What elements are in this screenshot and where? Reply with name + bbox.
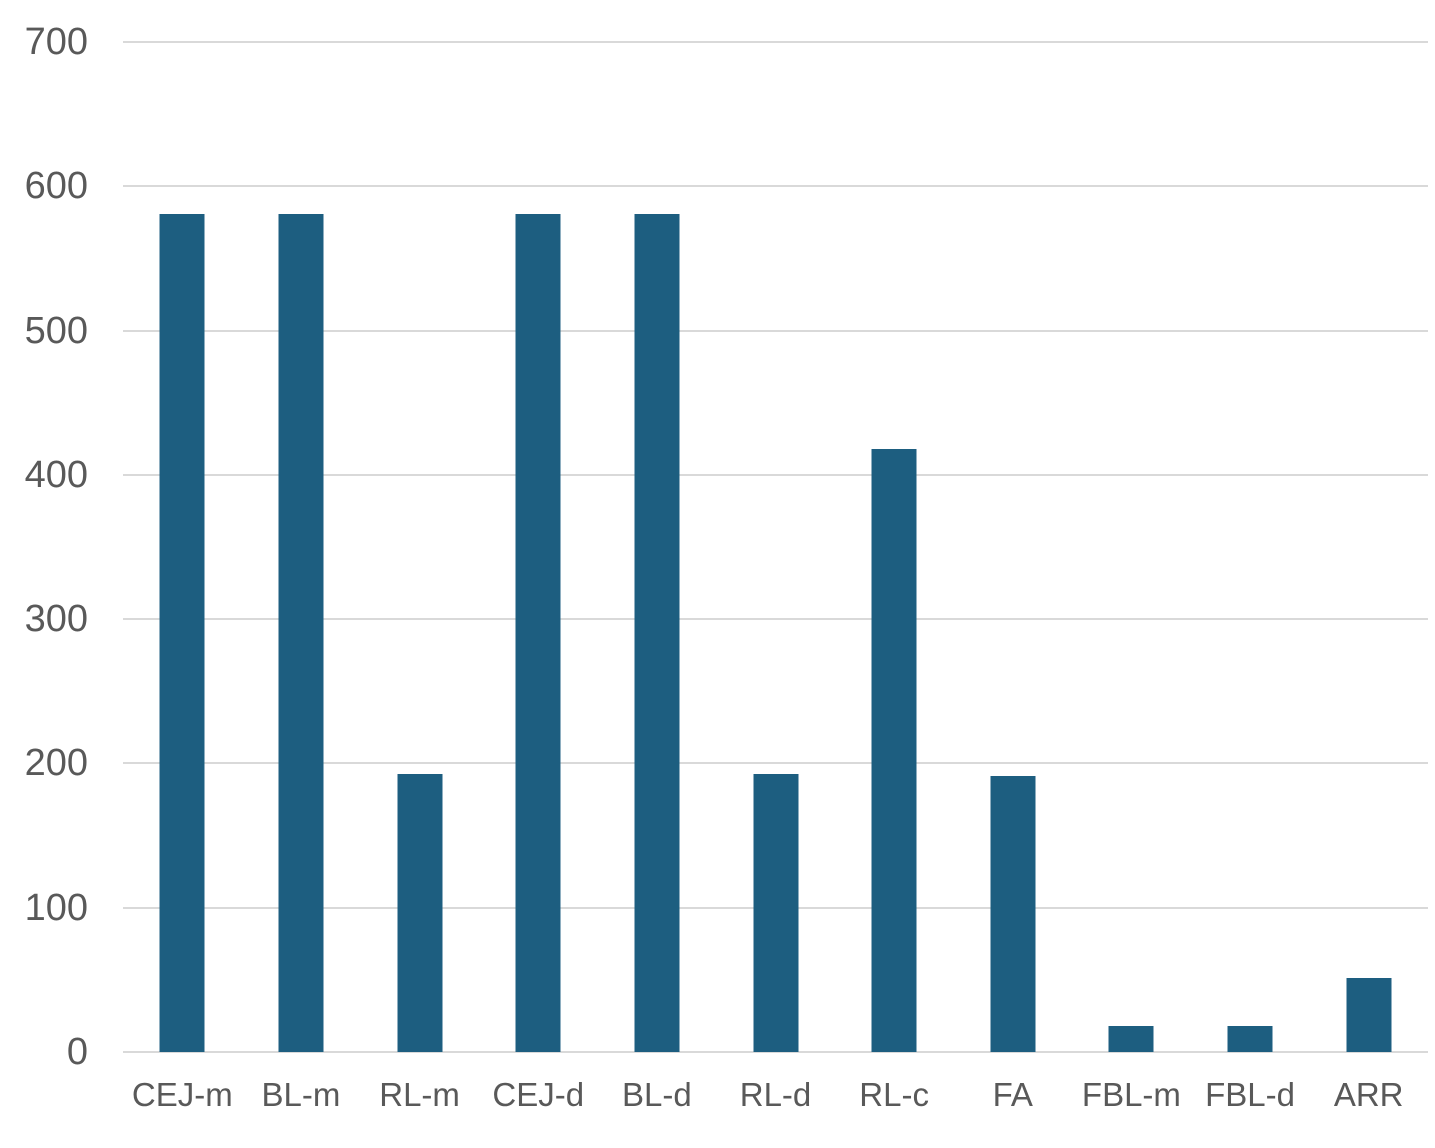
y-tick-label-600: 600 — [24, 165, 88, 208]
bar-RL-c — [871, 448, 917, 1052]
bar-FBL-d — [1227, 1026, 1273, 1052]
y-tick-label-300: 300 — [24, 598, 88, 641]
bar-RL-m — [397, 773, 443, 1052]
bar-RL-d — [753, 773, 798, 1052]
x-tick-label-FBL-m: FBL-m — [1081, 1076, 1181, 1113]
bar-BL-d — [634, 213, 680, 1052]
x-tick-label-ARR: ARR — [1333, 1076, 1404, 1113]
x-tick-label-RL-d: RL-d — [739, 1076, 812, 1113]
x-tick-label-FBL-d: FBL-d — [1205, 1076, 1295, 1113]
x-tick-label-FA: FA — [992, 1076, 1033, 1113]
x-tick-label-BL-d: BL-d — [622, 1076, 692, 1113]
bar-CEJ-m — [159, 213, 205, 1052]
gridline-700 — [123, 41, 1428, 43]
y-tick-label-700: 700 — [24, 21, 88, 63]
gridline-400 — [123, 473, 1428, 476]
x-tick-label-CEJ-d: CEJ-d — [492, 1076, 585, 1113]
plot-area — [123, 41, 1428, 1053]
y-tick-label-100: 100 — [24, 886, 88, 929]
bar-FBL-m — [1108, 1026, 1154, 1052]
x-tick-label-RL-m: RL-m — [379, 1076, 460, 1113]
y-tick-label-500: 500 — [24, 309, 88, 352]
x-tick-label-RL-c: RL-c — [859, 1076, 929, 1113]
gridline-300 — [123, 618, 1428, 621]
bar-CEJ-d — [515, 213, 561, 1052]
y-tick-label-0: 0 — [66, 1031, 88, 1073]
gridline-200 — [123, 762, 1428, 765]
x-tick-label-CEJ-m: CEJ-m — [131, 1076, 233, 1113]
bar-ARR — [1346, 978, 1392, 1052]
y-tick-label-200: 200 — [24, 742, 88, 785]
bar-FA — [990, 776, 1036, 1052]
gridline-600 — [123, 185, 1428, 188]
gridline-0 — [123, 1051, 1428, 1053]
bar-BL-m — [278, 213, 324, 1052]
x-tick-label-BL-m: BL-m — [261, 1076, 341, 1113]
y-tick-label-400: 400 — [24, 453, 88, 496]
gridline-500 — [123, 329, 1428, 332]
